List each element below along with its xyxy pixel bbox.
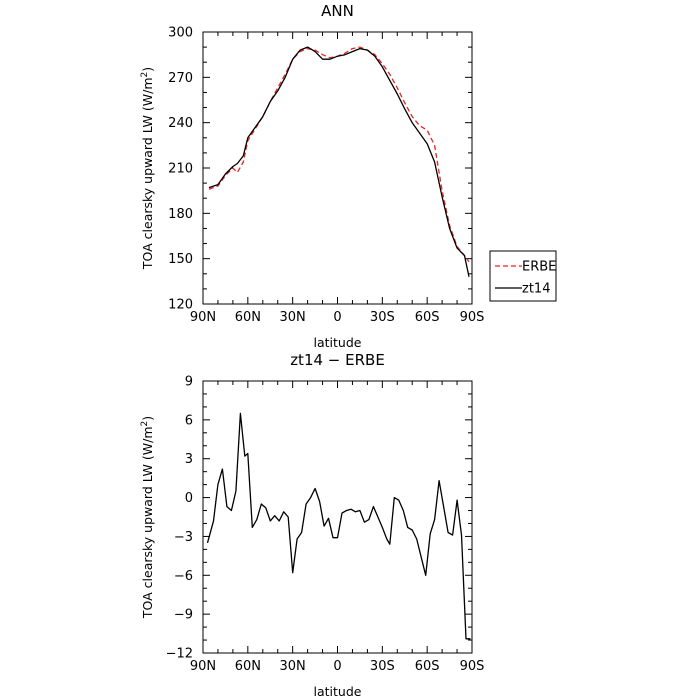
- y-tick-label: 3: [185, 452, 193, 467]
- series-line-zt14: [206, 412, 471, 640]
- y-tick-label: 120: [168, 298, 193, 313]
- legend: ERBE zt14: [489, 250, 557, 302]
- y-tick-label: 210: [168, 162, 193, 177]
- top-panel: 90N 60N 30N 0 30S 60S 90S 120 150 180 210 240 270 300…: [140, 2, 557, 350]
- y-tick-label: 270: [168, 71, 193, 86]
- plot-frame: [202, 31, 473, 305]
- x-tick-label: 60N: [235, 310, 261, 325]
- x-tick-label: 0: [333, 659, 341, 674]
- y-tick-label: −3: [174, 530, 193, 545]
- y-tick-label: 150: [168, 252, 193, 267]
- y-tick-label: −6: [174, 569, 193, 584]
- y-tick-label: −12: [166, 647, 193, 662]
- y-tick-label: 0: [185, 491, 193, 506]
- x-tick-label: 60S: [415, 659, 440, 674]
- x-tick-label: 60N: [235, 659, 261, 674]
- legend-label-erbe: ERBE: [522, 260, 556, 275]
- y-tick-label: 6: [185, 413, 193, 428]
- series-line-zt14: [208, 46, 470, 277]
- x-axis-label: latitude: [314, 684, 362, 699]
- legend-label-zt14: zt14: [522, 282, 550, 297]
- y-tick-label: 180: [168, 207, 193, 222]
- series-line-erbe: [208, 46, 470, 263]
- plot-frame: [202, 380, 473, 654]
- y-axis-label: TOA clearsky upward LW (W/m2): [140, 416, 155, 619]
- x-tick-label: 30N: [280, 659, 306, 674]
- y-axis-label: TOA clearsky upward LW (W/m2): [140, 67, 155, 270]
- chart-title: zt14 − ERBE: [290, 351, 385, 369]
- x-tick-label: 30N: [280, 310, 306, 325]
- x-tick-label: 30S: [370, 310, 395, 325]
- x-tick-label: 0: [333, 310, 341, 325]
- chart-title: ANN: [321, 2, 354, 20]
- y-tick-label: 300: [168, 26, 193, 41]
- y-tick-label: −9: [174, 608, 193, 623]
- x-tick-label: 90N: [190, 659, 216, 674]
- y-tick-label: 9: [185, 375, 193, 390]
- x-axis-label: latitude: [314, 335, 362, 350]
- bottom-panel: 90N 60N 30N 0 30S 60S 90S −12 −9 −6 −3 0 3 6 9 zt14 − E…: [140, 351, 484, 699]
- x-tick-label: 90N: [190, 310, 216, 325]
- x-tick-label: 90S: [460, 659, 485, 674]
- y-tick-label: 240: [168, 116, 193, 131]
- x-tick-label: 60S: [415, 310, 440, 325]
- x-tick-label: 30S: [370, 659, 395, 674]
- x-tick-label: 90S: [460, 310, 485, 325]
- legend-box: [489, 250, 557, 302]
